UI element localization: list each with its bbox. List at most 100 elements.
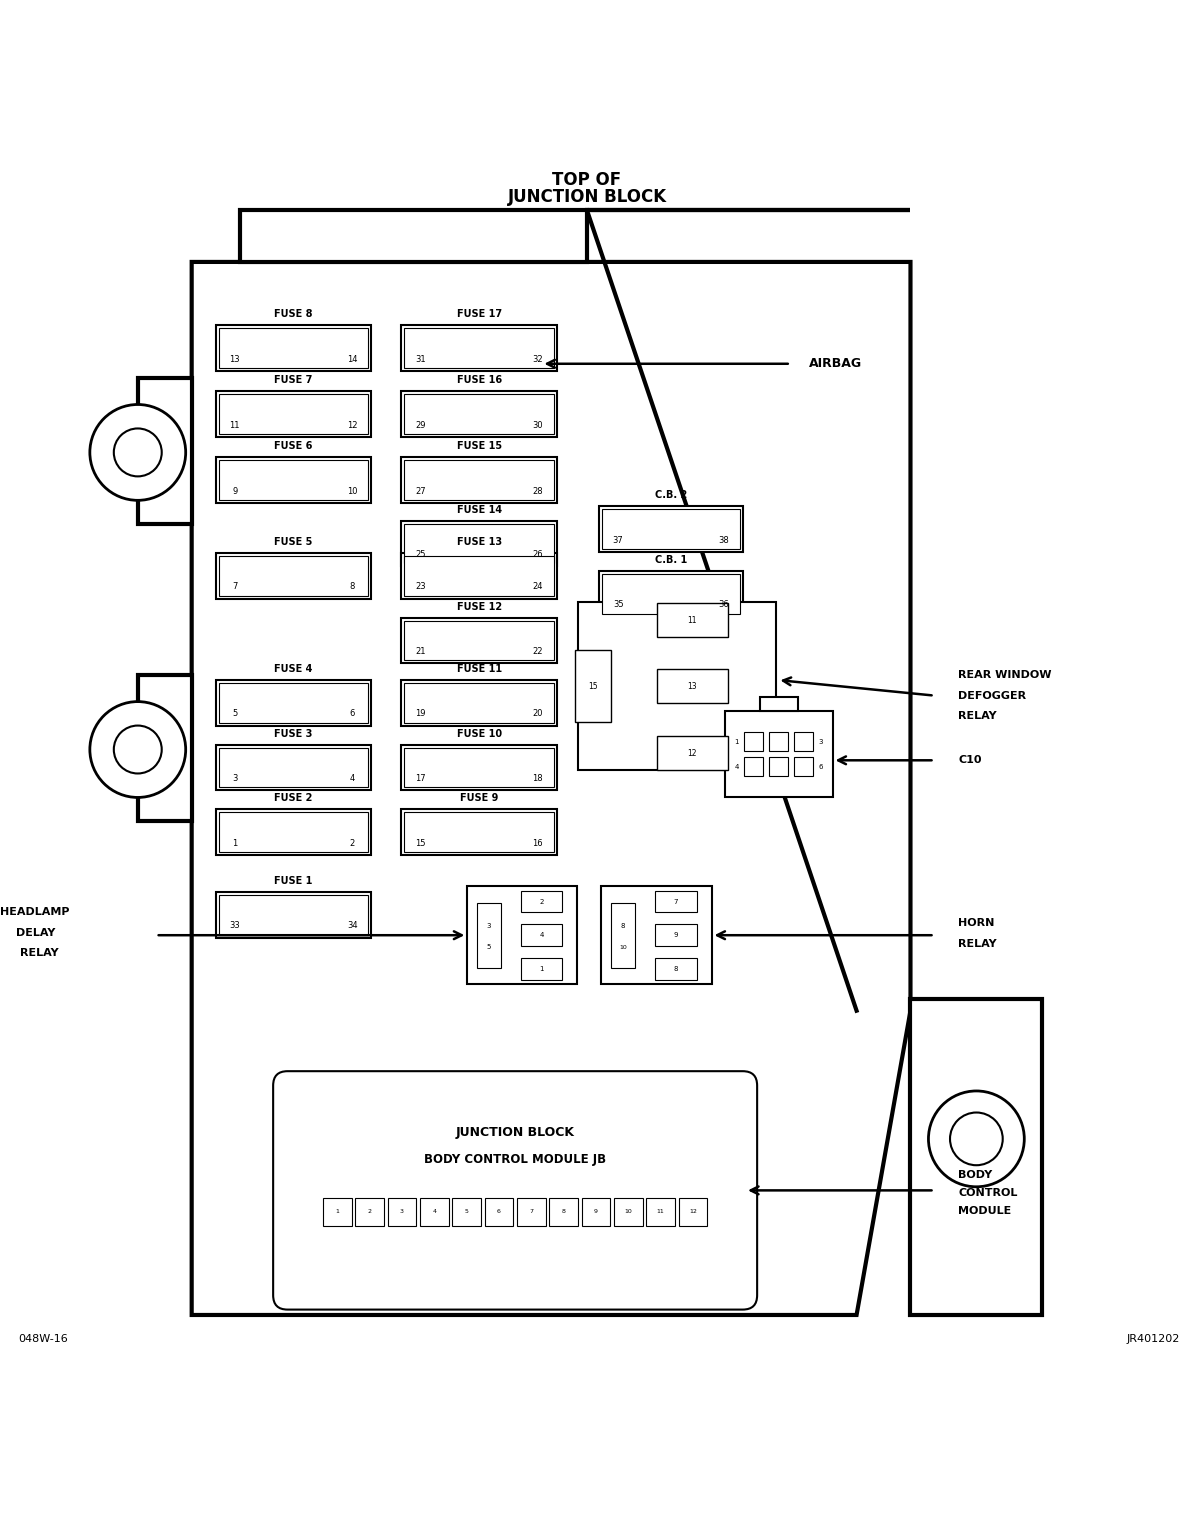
Text: TOP OF: TOP OF (552, 172, 622, 189)
Text: 4: 4 (350, 774, 355, 783)
Text: 12: 12 (347, 420, 357, 429)
Text: 6: 6 (350, 710, 355, 719)
Text: 13: 13 (230, 355, 240, 364)
Text: 20: 20 (533, 710, 543, 719)
Bar (520, 924, 563, 946)
Text: DELAY: DELAY (16, 928, 55, 938)
Text: 8: 8 (350, 582, 355, 591)
Bar (218, 329, 369, 369)
Bar (520, 958, 563, 979)
Text: 9: 9 (594, 1209, 598, 1214)
Bar (657, 669, 728, 702)
Text: BODY CONTROL MODULE JB: BODY CONTROL MODULE JB (424, 1153, 606, 1165)
Text: 24: 24 (533, 582, 543, 591)
Text: FUSE 11: FUSE 11 (456, 664, 502, 675)
Text: 21: 21 (416, 647, 425, 656)
Text: FUSE 2: FUSE 2 (274, 793, 313, 804)
Bar (452, 1197, 480, 1226)
Polygon shape (192, 262, 910, 1314)
Text: 7: 7 (232, 582, 237, 591)
Text: 30: 30 (533, 420, 543, 429)
Text: 35: 35 (613, 600, 623, 609)
Text: AIRBAG: AIRBAG (809, 358, 861, 370)
Text: 15: 15 (588, 681, 598, 690)
Text: FUSE 15: FUSE 15 (456, 442, 502, 451)
Bar (577, 602, 776, 771)
Bar (387, 1197, 417, 1226)
Bar (401, 809, 557, 854)
Bar (405, 329, 555, 369)
Text: RELAY: RELAY (958, 711, 997, 720)
Bar (599, 571, 743, 617)
Bar (657, 736, 728, 771)
Bar (611, 903, 635, 967)
Text: 38: 38 (719, 536, 728, 545)
Text: 4: 4 (734, 765, 739, 771)
Text: FUSE 5: FUSE 5 (274, 538, 313, 547)
Bar (601, 509, 739, 548)
Bar (769, 757, 788, 777)
Text: 5: 5 (486, 944, 491, 950)
Text: 14: 14 (347, 355, 357, 364)
Text: C.B. 2: C.B. 2 (655, 490, 686, 501)
Text: 37: 37 (613, 536, 623, 545)
Bar (218, 682, 369, 722)
Bar (216, 326, 371, 372)
Circle shape (90, 405, 186, 501)
Text: 19: 19 (416, 710, 425, 719)
Text: 1: 1 (734, 739, 739, 745)
Bar (601, 574, 739, 614)
Bar (725, 711, 833, 798)
Polygon shape (138, 675, 192, 821)
Bar (599, 506, 743, 551)
Text: 4: 4 (539, 932, 544, 938)
Text: 11: 11 (657, 1209, 665, 1214)
Text: 4: 4 (432, 1209, 436, 1214)
Text: 11: 11 (230, 420, 240, 429)
Bar (647, 1197, 676, 1226)
Bar (769, 733, 788, 751)
Bar (581, 1197, 610, 1226)
Circle shape (90, 702, 186, 798)
Bar (484, 1197, 513, 1226)
Text: JUNCTION BLOCK: JUNCTION BLOCK (455, 1127, 575, 1139)
Bar (744, 733, 763, 751)
Bar (477, 903, 501, 967)
Bar (655, 924, 697, 946)
Text: 12: 12 (689, 1209, 697, 1214)
Bar (794, 733, 813, 751)
Text: 7: 7 (530, 1209, 533, 1214)
Circle shape (114, 428, 162, 477)
Bar (218, 394, 369, 434)
Text: 2: 2 (368, 1209, 371, 1214)
Text: 31: 31 (416, 355, 425, 364)
Bar (401, 681, 557, 725)
Bar (218, 896, 369, 935)
Bar (355, 1197, 383, 1226)
Bar (218, 812, 369, 851)
Text: 048W-16: 048W-16 (18, 1334, 68, 1343)
Text: C10: C10 (958, 755, 982, 765)
Bar (655, 891, 697, 912)
Polygon shape (138, 378, 192, 524)
Text: HEADLAMP: HEADLAMP (0, 908, 69, 917)
Text: FUSE 14: FUSE 14 (456, 504, 502, 515)
FancyBboxPatch shape (273, 1071, 757, 1310)
Text: 8: 8 (562, 1209, 565, 1214)
Text: 2: 2 (350, 839, 355, 848)
Text: 9: 9 (673, 932, 678, 938)
Text: 17: 17 (416, 774, 425, 783)
Text: 22: 22 (533, 647, 543, 656)
Bar (401, 457, 557, 503)
Text: 34: 34 (347, 921, 357, 931)
Bar (322, 1197, 352, 1226)
Text: FUSE 4: FUSE 4 (274, 664, 313, 675)
Bar (218, 556, 369, 595)
Text: FUSE 16: FUSE 16 (456, 375, 502, 385)
Bar (216, 553, 371, 599)
Text: HORN: HORN (958, 918, 994, 928)
Text: JUNCTION BLOCK: JUNCTION BLOCK (508, 189, 666, 206)
Bar (401, 326, 557, 372)
Text: 9: 9 (232, 486, 237, 495)
Text: 10: 10 (624, 1209, 633, 1214)
